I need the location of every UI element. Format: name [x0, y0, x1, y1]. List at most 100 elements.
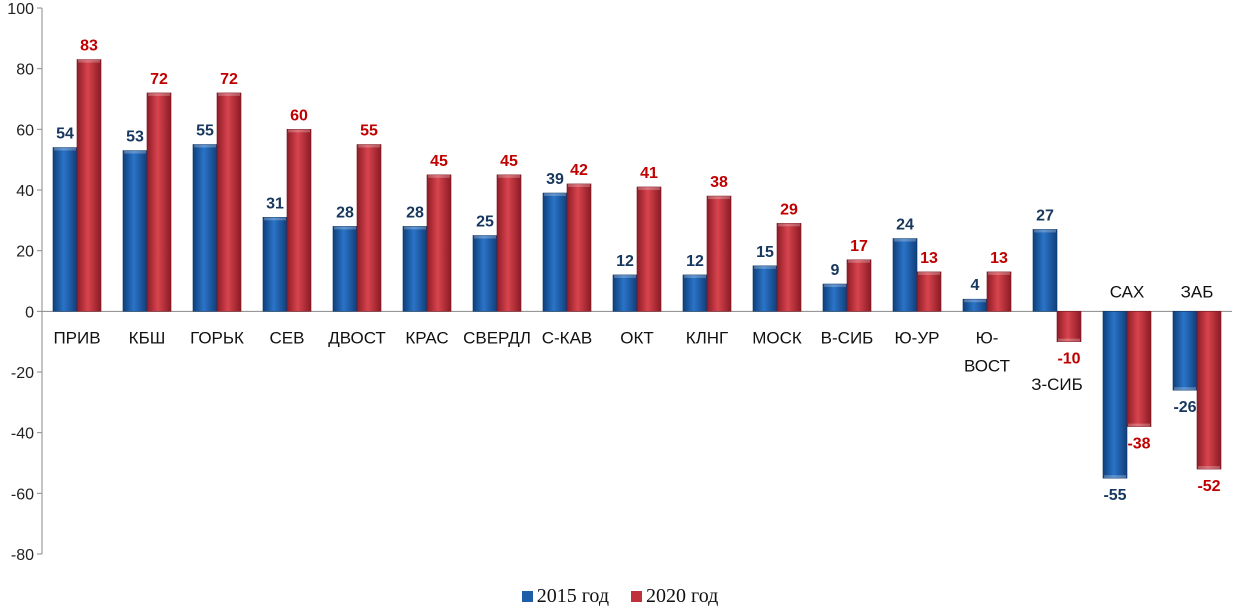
bar-highlight	[614, 274, 636, 278]
bars	[52, 59, 1222, 479]
value-label-2020: 55	[360, 123, 378, 140]
y-tick-label: 60	[16, 122, 34, 139]
bar-highlight	[894, 238, 916, 242]
category-label: З-СИБ	[1031, 375, 1083, 394]
bar-highlight	[54, 147, 76, 151]
bar-2020	[496, 174, 522, 312]
bar-2015	[682, 274, 708, 312]
bar-2020	[216, 92, 242, 312]
y-tick-label: 0	[25, 304, 34, 321]
value-label-2020: 60	[290, 107, 308, 124]
bar-highlight	[824, 284, 846, 288]
category-label: КЛНГ	[686, 328, 729, 347]
value-label-2015: 15	[756, 244, 774, 261]
category-label: Ю-УР	[895, 328, 940, 347]
bar-highlight	[708, 196, 730, 200]
legend-item-2015: 2015 год	[521, 584, 609, 608]
value-label-2020: 17	[850, 238, 868, 255]
value-label-2020: 38	[710, 174, 728, 191]
bar-highlight	[474, 235, 496, 239]
bar-2020	[146, 92, 172, 312]
bar-highlight	[404, 226, 426, 230]
legend-swatch-2015	[521, 590, 533, 602]
bar-2015	[472, 235, 498, 312]
bar-2020	[566, 183, 592, 312]
value-label-2020: -38	[1127, 436, 1150, 453]
value-label-2015: 9	[831, 262, 840, 279]
bar-2015	[1172, 311, 1198, 391]
value-label-2015: 31	[266, 195, 284, 212]
value-label-2015: -26	[1173, 399, 1196, 416]
legend-label-2015: 2015 год	[536, 584, 609, 607]
category-label: САХ	[1110, 282, 1145, 301]
value-label-2020: 45	[500, 153, 518, 170]
bar-highlight	[684, 274, 706, 278]
bar-highlight	[754, 265, 776, 269]
category-label: ОКТ	[620, 328, 654, 347]
bar-highlight	[194, 144, 216, 148]
bar-highlight	[1128, 423, 1150, 427]
value-label-2015: 12	[686, 253, 704, 270]
bar-highlight	[638, 186, 660, 190]
legend-swatch-2020	[631, 590, 642, 602]
value-label-2015: 28	[336, 204, 354, 221]
value-label-2020: -52	[1197, 478, 1220, 495]
value-label-2020: 13	[990, 250, 1008, 267]
value-label-2015: 25	[476, 214, 494, 231]
category-label: ПРИВ	[53, 328, 100, 347]
bar-2020	[636, 186, 662, 312]
value-label-2015: 28	[406, 204, 424, 221]
category-label: С-КАВ	[542, 328, 593, 347]
value-label-2020: 45	[430, 153, 448, 170]
bar-highlight	[218, 92, 240, 96]
category-label: МОСК	[752, 328, 802, 347]
bar-highlight	[1034, 229, 1056, 233]
value-label-2020: 29	[780, 201, 798, 218]
bar-highlight	[124, 150, 146, 154]
bar-highlight	[148, 92, 170, 96]
category-label-line: Ю-	[976, 328, 999, 347]
category-label: ГОРЬК	[190, 328, 244, 347]
y-tick-label: -60	[11, 486, 34, 503]
value-label-2020: 41	[640, 165, 658, 182]
category-label: ДВОСТ	[328, 328, 386, 347]
bar-2015	[52, 147, 78, 312]
bar-highlight	[264, 217, 286, 221]
bar-highlight	[428, 174, 450, 178]
bar-highlight	[334, 226, 356, 230]
bar-2020	[1126, 311, 1152, 427]
bar-chart: -80 -60 -40 -20 0 20 40 60 80 100 54 83 ПРИВ 53 72 КБШ…	[7, 1, 1232, 564]
value-label-2015: 39	[546, 171, 564, 188]
value-label-2015: 55	[196, 123, 214, 140]
category-label: КБШ	[129, 328, 166, 347]
bar-highlight	[988, 271, 1010, 275]
bar-highlight	[544, 193, 566, 197]
category-label: КРАС	[405, 328, 448, 347]
value-label-2020: 13	[920, 250, 938, 267]
value-label-2020: 72	[220, 71, 238, 88]
bar-2020	[76, 59, 102, 312]
bar-2015	[262, 217, 288, 312]
y-tick-label: 80	[16, 62, 34, 79]
bar-highlight	[78, 59, 100, 63]
bar-2015	[122, 150, 148, 312]
bar-highlight	[498, 174, 520, 178]
bar-2020	[776, 223, 802, 312]
category-label-line: ВОСТ	[964, 356, 1010, 375]
bar-2015	[892, 238, 918, 312]
bar-highlight	[568, 183, 590, 187]
bar-highlight	[358, 144, 380, 148]
bar-highlight	[1058, 338, 1080, 342]
bar-2015	[822, 283, 848, 312]
bar-2020	[1056, 311, 1082, 342]
legend-label-2020: 2020 год	[646, 584, 719, 607]
category-label: ЗАБ	[1181, 282, 1214, 301]
bar-highlight	[1104, 475, 1126, 479]
bar-2020	[286, 129, 312, 312]
bar-2015	[332, 226, 358, 312]
bar-highlight	[1198, 466, 1220, 470]
bar-highlight	[918, 271, 940, 275]
bar-highlight	[778, 223, 800, 227]
bar-2020	[706, 195, 732, 312]
